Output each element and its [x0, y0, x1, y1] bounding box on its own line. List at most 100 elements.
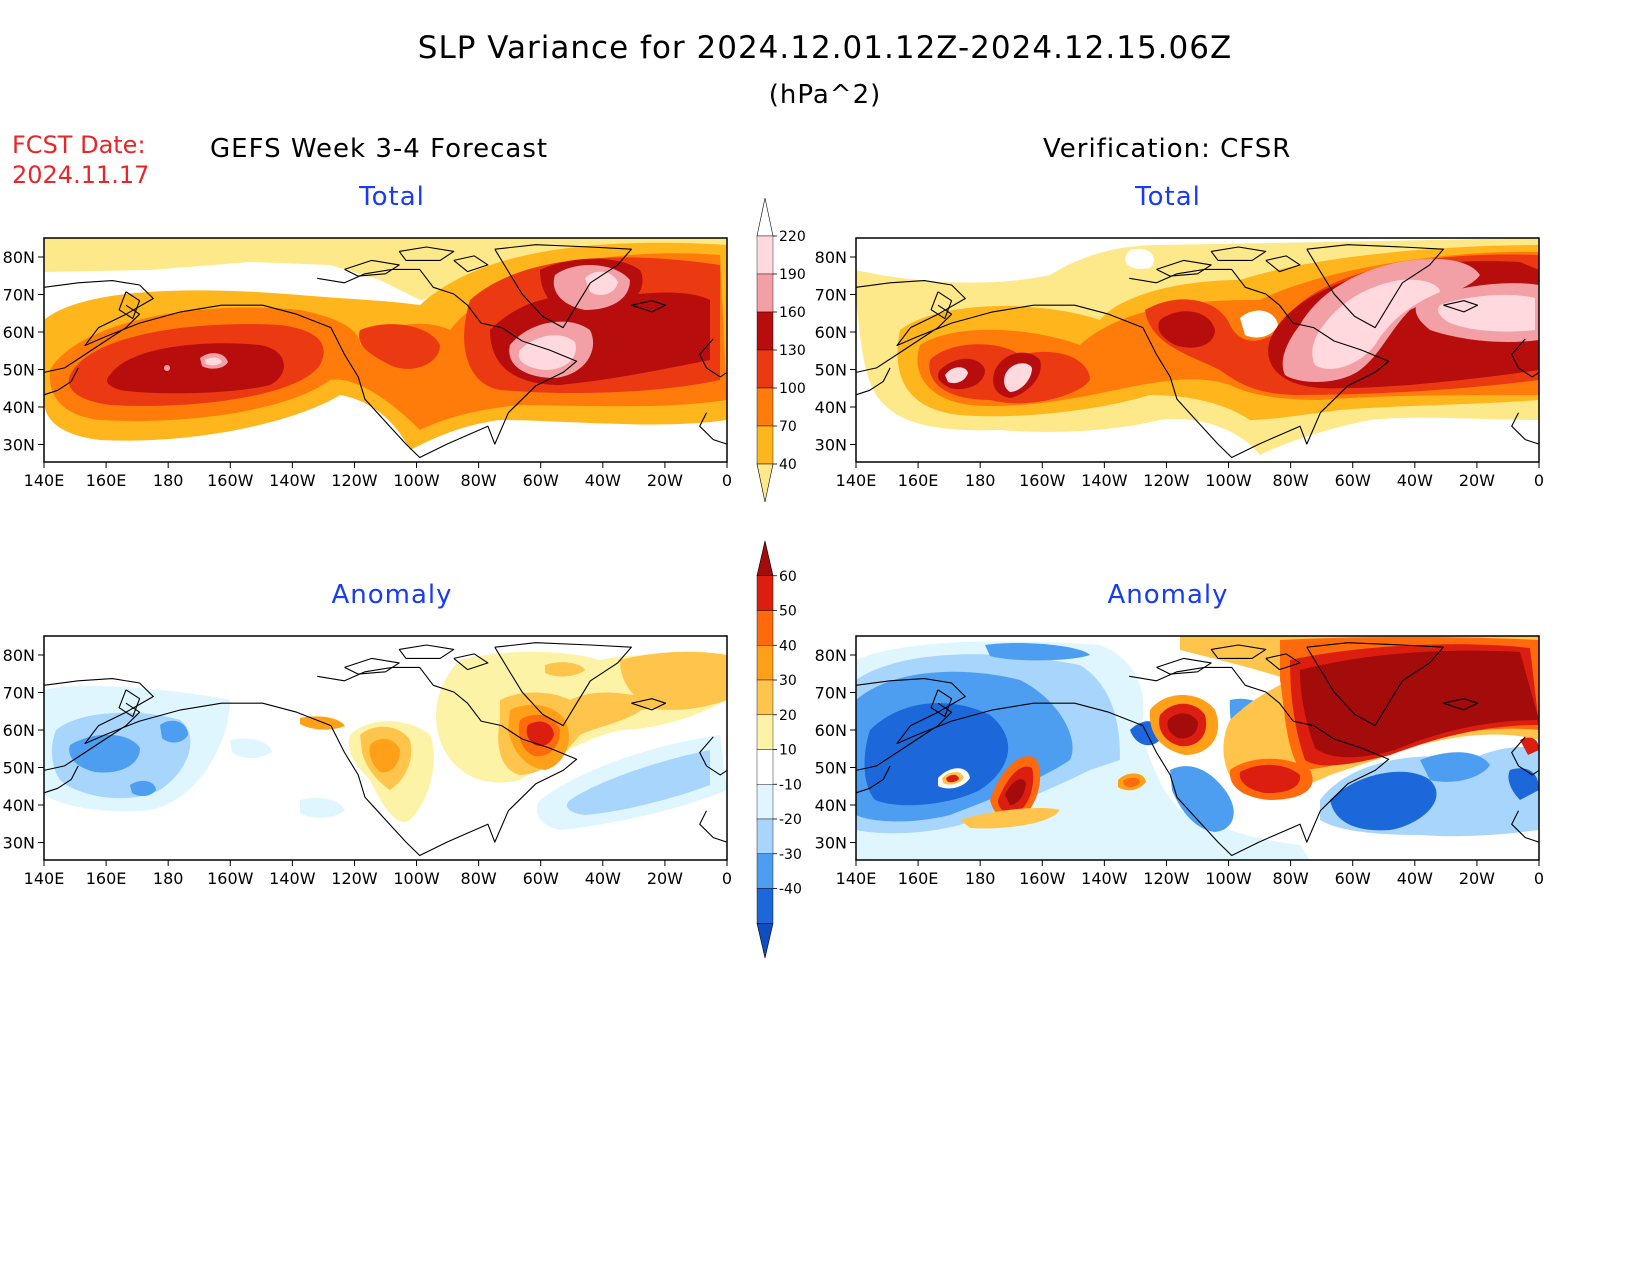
coastline-tr-3 [1306, 244, 1444, 329]
lon-tick-label-tr: 20W [1459, 471, 1495, 490]
lon-tick-label-br: 0 [1534, 869, 1544, 888]
colorbar-total-swatch [756, 425, 774, 465]
map-frame-tl [43, 237, 728, 463]
coastline-tl-4 [344, 259, 400, 277]
lon-tick-label-tr: 60W [1335, 471, 1371, 490]
fcst-date: 2024.11.17 [12, 161, 150, 189]
coastline-br-10 [930, 689, 953, 718]
coastline-tl-5 [398, 246, 455, 261]
colorbar-anomaly-swatch [756, 749, 774, 785]
map-frame-tr [855, 237, 1540, 463]
colorbar-total-label: 70 [779, 419, 797, 435]
lon-tick-label-tr: 140W [1081, 471, 1128, 490]
map-bottom-left [44, 636, 727, 860]
lat-tick-label-br: 40N [815, 796, 847, 815]
lat-tick-label-br: 80N [815, 646, 847, 665]
colorbar-total-label: 160 [779, 305, 806, 321]
colorbar-total-swatch [756, 387, 774, 427]
coastline-tl-8 [699, 338, 728, 378]
lon-tick-label-bl: 140W [269, 869, 316, 888]
lat-tick-label-br: 70N [815, 684, 847, 703]
coastlines [43, 244, 1540, 857]
panel-title-top-right: Total [1135, 182, 1201, 212]
lon-tick-label-br: 140E [836, 869, 877, 888]
lat-tick-label-br: 60N [815, 721, 847, 740]
lat-tick-label-tl: 30N [3, 436, 35, 455]
colorbar-anomaly-label: 20 [779, 708, 797, 724]
colorbar-anomaly-label: -20 [779, 812, 802, 828]
lat-tick-label-tr: 80N [815, 248, 847, 267]
colorbar-anomaly-swatch [756, 888, 774, 924]
coastline-tl-9 [699, 412, 728, 445]
total-field-verification [856, 238, 1539, 455]
lon-tick-label-tl: 140E [24, 471, 65, 490]
colorbar-anomaly-swatch [756, 575, 774, 611]
lon-tick-label-br: 20W [1459, 869, 1495, 888]
lon-tick-label-br: 100W [1205, 869, 1252, 888]
coastline-tr-4 [1156, 259, 1212, 277]
lat-tick-label-tl: 40N [3, 398, 35, 417]
map-frame-bl [43, 635, 728, 861]
lon-tick-label-tl: 40W [585, 471, 621, 490]
coastline-tl-7 [631, 300, 667, 313]
chart-units: (hPa^2) [768, 80, 882, 110]
lon-tick-label-tr: 100W [1205, 471, 1252, 490]
coastline-tr-8 [1511, 338, 1540, 378]
colorbar-anomaly-swatch [756, 714, 774, 750]
coastline-tr-7 [1443, 300, 1479, 313]
colorbar-anomaly-label: 40 [779, 638, 797, 654]
colorbar-total-label: 130 [779, 343, 806, 359]
coastline-bl-2 [43, 765, 79, 794]
lat-tick-label-tl: 60N [3, 323, 35, 342]
colorbar-anomaly-swatch [756, 645, 774, 681]
map-top-right [856, 238, 1539, 462]
colorbar-anomaly-label: 10 [779, 743, 797, 759]
coastline-tr-9 [1511, 412, 1540, 445]
coastline-bl-9 [699, 810, 728, 843]
colorbar-anomaly-swatch [756, 784, 774, 820]
lat-tick-label-bl: 40N [3, 796, 35, 815]
colorbar-anomaly-label: 50 [779, 604, 797, 620]
lon-tick-label-br: 140W [1081, 869, 1128, 888]
lon-tick-label-tr: 80W [1273, 471, 1309, 490]
lat-tick-label-tr: 50N [815, 361, 847, 380]
lon-tick-label-bl: 80W [461, 869, 497, 888]
lon-tick-label-tl: 120W [331, 471, 378, 490]
colorbar-anomaly-label: -40 [779, 882, 802, 898]
panel-title-bottom-right: Anomaly [1107, 580, 1229, 610]
coastline-bl-6 [453, 653, 489, 671]
lat-tick-label-tr: 60N [815, 323, 847, 342]
lon-tick-label-tl: 160E [86, 471, 127, 490]
lon-tick-label-tr: 120W [1143, 471, 1190, 490]
coastline-bl-7 [631, 698, 667, 711]
lat-tick-label-tr: 30N [815, 436, 847, 455]
panel-title-bottom-left: Anomaly [331, 580, 453, 610]
map-top-left [44, 238, 727, 462]
coastline-br-8 [1511, 736, 1540, 776]
lon-tick-label-br: 120W [1143, 869, 1190, 888]
coastline-br-7 [1443, 698, 1479, 711]
lon-tick-label-bl: 100W [393, 869, 440, 888]
coastline-bl-3 [494, 642, 632, 727]
total-field-forecast [44, 238, 727, 450]
lat-tick-label-tl: 70N [3, 286, 35, 305]
lat-tick-label-tr: 70N [815, 286, 847, 305]
colorbar-total-swatch [756, 349, 774, 389]
lon-tick-label-tr: 160E [898, 471, 939, 490]
coastline-bl-8 [699, 736, 728, 776]
map-axes: 140E 160E 180 160W 140W 120W 100W 80W 60W 40W 20W 0… [3, 237, 1544, 888]
lon-tick-label-br: 80W [1273, 869, 1309, 888]
lat-tick-label-tl: 80N [3, 248, 35, 267]
lon-tick-label-br: 160W [1019, 869, 1066, 888]
colorbar-anomaly-swatch [756, 853, 774, 889]
coastline-tr-1 [855, 304, 953, 373]
lon-tick-label-bl: 120W [331, 869, 378, 888]
colorbar-anomaly-label: 30 [779, 673, 797, 689]
lon-tick-label-bl: 20W [647, 869, 683, 888]
lon-tick-label-tr: 0 [1534, 471, 1544, 490]
colorbar-total-swatch [756, 311, 774, 351]
lon-tick-label-bl: 0 [722, 869, 732, 888]
colorbar-anomaly-swatch [756, 610, 774, 646]
lat-tick-label-bl: 30N [3, 834, 35, 853]
coastline-tr-2 [855, 367, 891, 396]
